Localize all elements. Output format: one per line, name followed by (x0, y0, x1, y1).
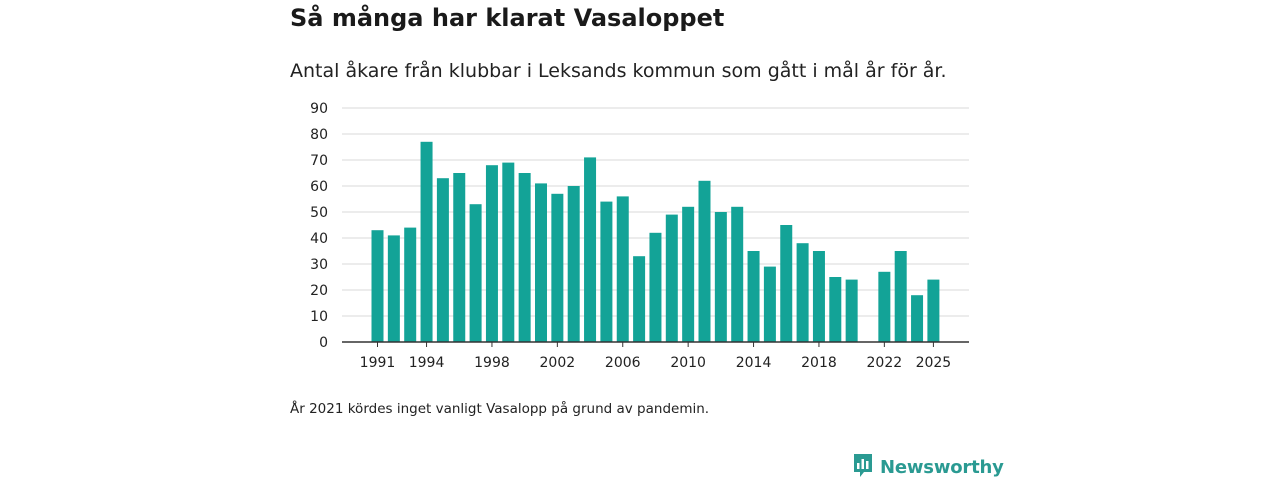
bar-2008 (649, 232, 662, 342)
x-tick-label-2002: 2002 (540, 355, 576, 371)
x-tick-label-1994: 1994 (409, 355, 445, 371)
x-tick-label-2010: 2010 (670, 355, 706, 371)
y-tick-label-70: 70 (310, 153, 328, 169)
chart-title: Så många har klarat Vasaloppet (290, 4, 725, 32)
bar-1996 (453, 173, 466, 342)
y-tick-label-10: 10 (310, 309, 328, 325)
x-tick-label-1998: 1998 (474, 355, 510, 371)
y-tick-label-90: 90 (310, 101, 328, 117)
x-tick-label-2022: 2022 (867, 355, 903, 371)
bars (371, 141, 940, 342)
bar-2025 (927, 279, 940, 342)
newsworthy-logo[interactable]: Newsworthy (852, 452, 1004, 482)
bar-2003 (567, 186, 580, 342)
footnote: År 2021 kördes inget vanligt Vasalopp på… (290, 401, 710, 417)
bar-1995 (436, 178, 449, 342)
x-tick-label-2018: 2018 (801, 355, 837, 371)
y-tick-label-30: 30 (310, 257, 328, 273)
bar-2022 (878, 271, 891, 342)
y-tick-label-50: 50 (310, 205, 328, 221)
bar-1999 (502, 162, 515, 342)
bar-2001 (535, 183, 547, 342)
bar-1991 (371, 230, 384, 342)
y-tick-label-60: 60 (310, 179, 328, 195)
bar-2017 (796, 243, 809, 342)
bar-2004 (584, 157, 597, 342)
bar-2012 (714, 212, 727, 342)
bar-1993 (404, 227, 417, 342)
x-tick-label-2025: 2025 (916, 355, 952, 371)
bar-2000 (518, 173, 531, 342)
y-tick-label-0: 0 (319, 335, 328, 351)
bar-2010 (682, 206, 695, 342)
bar-2013 (731, 206, 744, 342)
bar-1998 (485, 165, 498, 342)
bar-2019 (829, 277, 842, 342)
bar-1992 (387, 235, 400, 342)
y-tick-label-80: 80 (310, 127, 328, 143)
axes: 0 10 20 30 40 50 60 70 80 90 1991 1994 1998 2002 2006 2… (310, 101, 969, 371)
y-tick-label-40: 40 (310, 231, 328, 247)
bar-2007 (633, 256, 646, 342)
bar-chart: 0 10 20 30 40 50 60 70 80 90 1991 1994 1998 2002 2006 2… (310, 101, 969, 371)
x-tick-label-2014: 2014 (736, 355, 772, 371)
bar-1997 (469, 204, 482, 342)
bar-2024 (911, 295, 924, 342)
bar-1994 (420, 141, 433, 342)
bar-2005 (600, 201, 613, 342)
brand-name: Newsworthy (880, 456, 1004, 478)
bar-2011 (698, 180, 711, 342)
bar-2014 (747, 251, 760, 342)
bar-2015 (763, 266, 776, 342)
chart-subtitle: Antal åkare från klubbar i Leksands komm… (290, 60, 947, 82)
x-tick-label-2006: 2006 (605, 355, 641, 371)
bar-2020 (845, 279, 858, 342)
bar-2016 (780, 225, 793, 342)
bar-2018 (812, 251, 825, 342)
bar-2002 (551, 193, 564, 342)
bar-2009 (665, 214, 678, 342)
y-tick-label-20: 20 (310, 283, 328, 299)
x-tick-label-1991: 1991 (360, 355, 396, 371)
bar-2023 (894, 251, 907, 342)
newsworthy-chart-icon (852, 452, 874, 482)
bar-2006 (616, 196, 629, 342)
